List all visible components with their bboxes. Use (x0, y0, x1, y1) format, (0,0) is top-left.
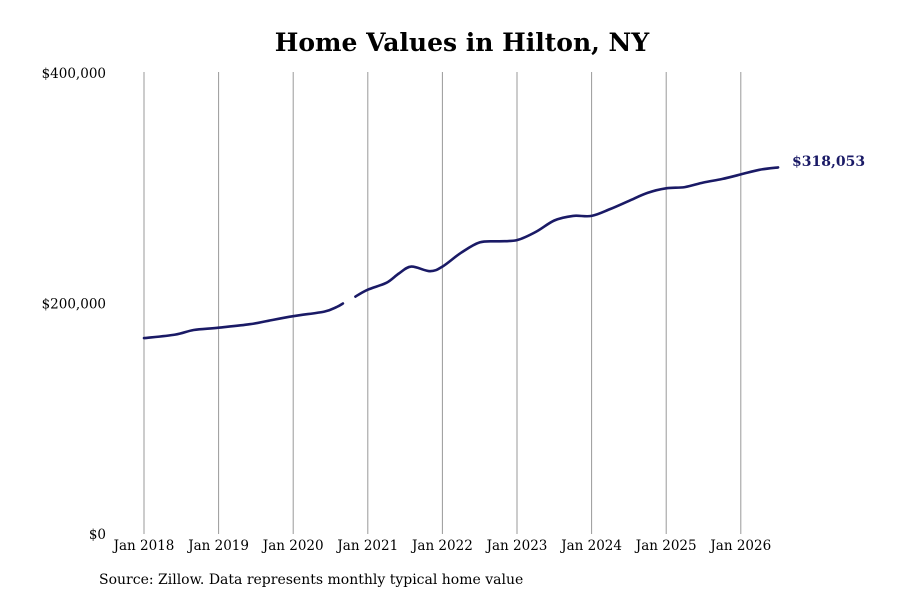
x-tick-label: Jan 2024 (559, 538, 622, 554)
chart-title: Home Values in Hilton, NY (275, 28, 651, 57)
x-tick-label: Jan 2018 (112, 538, 175, 554)
y-axis-ticks: $0 $200,000 $400,000 (42, 66, 106, 543)
x-tick-label: Jan 2026 (708, 538, 771, 554)
home-value-line-segment-2 (354, 166, 780, 298)
home-value-line-segment-1 (142, 302, 345, 340)
x-axis-ticks: Jan 2018 Jan 2019 Jan 2020 Jan 2021 Jan 2022… (112, 538, 772, 554)
x-tick-label: Jan 2019 (186, 538, 249, 554)
latest-value-label: $318,053 (792, 154, 865, 170)
x-tick-label: Jan 2020 (261, 538, 324, 554)
x-tick-label: Jan 2023 (485, 538, 548, 554)
y-tick-label: $200,000 (42, 297, 106, 313)
x-tick-label: Jan 2022 (410, 538, 473, 554)
y-tick-label: $0 (89, 527, 106, 543)
y-tick-label: $400,000 (42, 66, 106, 82)
source-note: Source: Zillow. Data represents monthly … (99, 572, 524, 588)
x-tick-label: Jan 2021 (335, 538, 398, 554)
x-tick-label: Jan 2025 (634, 538, 697, 554)
gridlines (143, 72, 742, 534)
series-lines (142, 166, 780, 340)
